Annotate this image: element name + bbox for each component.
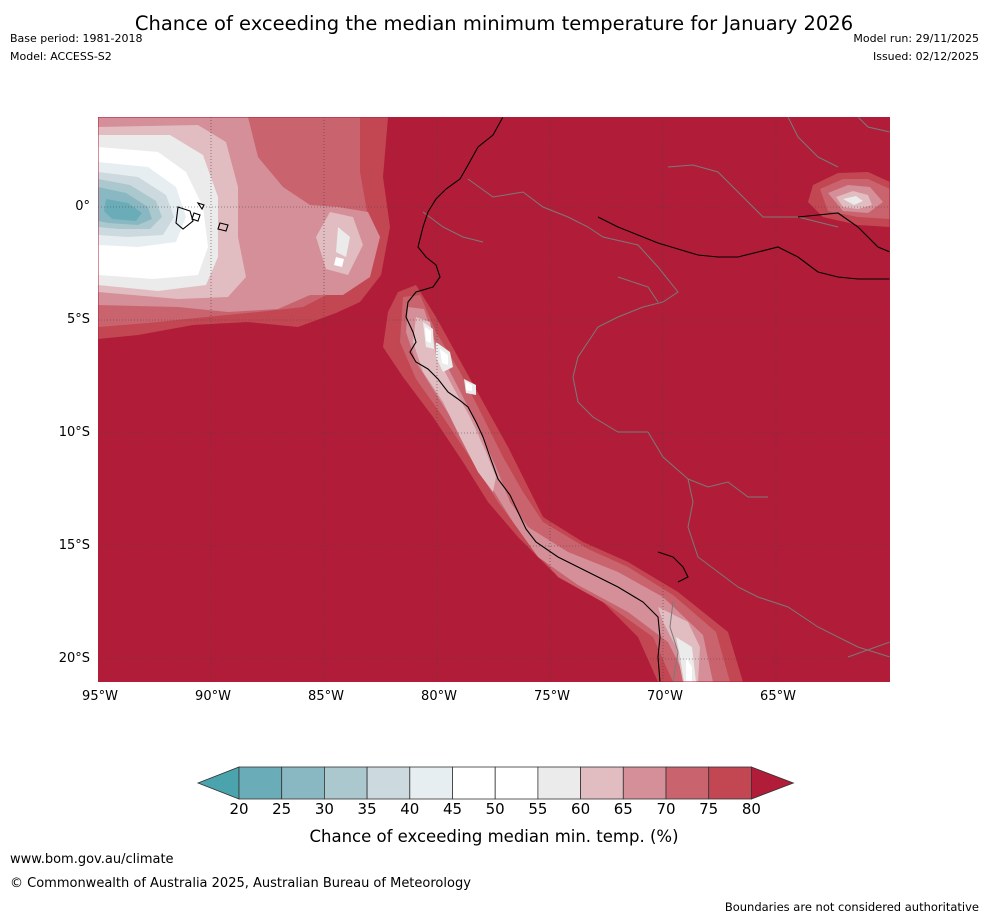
- lat-label: 20°S: [58, 651, 90, 666]
- colorbar-tick-label: 35: [357, 800, 377, 818]
- colorbar-extend-low: [196, 766, 240, 800]
- lat-label: 15°S: [58, 538, 90, 553]
- colorbar-cell: [622, 766, 667, 800]
- colorbar-tick-label: 60: [571, 800, 591, 818]
- colorbar-cell: [537, 766, 581, 800]
- colorbar-cell: [494, 766, 539, 800]
- lat-label: 5°S: [66, 312, 90, 327]
- colorbar-cell: [238, 766, 283, 800]
- lon-label: 80°W: [421, 689, 457, 704]
- colorbar-tick-label: 25: [272, 800, 292, 818]
- issued-date: Issued: 02/12/2025: [872, 50, 979, 63]
- colorbar-cell: [580, 766, 624, 800]
- lon-label: 95°W: [82, 689, 118, 704]
- coastal-band-65: [406, 307, 713, 682]
- colorbar-cell: [323, 766, 368, 800]
- colorbar-tick-label: 55: [528, 800, 548, 818]
- colorbar-tick-label: 40: [400, 800, 420, 818]
- contour-20-west: [104, 199, 142, 221]
- coastal-band-70: [400, 295, 730, 682]
- colorbar-cell: [665, 766, 710, 800]
- meta-left: Base period: 1981-2018 Model: ACCESS-S2: [10, 32, 142, 68]
- colorbar-tick-label: 75: [699, 800, 719, 818]
- colorbar-extend-high: [751, 766, 795, 800]
- colorbar-cell: [409, 766, 453, 800]
- graticule: [98, 117, 890, 682]
- colorbar-tick-label: 45: [442, 800, 463, 818]
- model-name: Model: ACCESS-S2: [10, 50, 112, 63]
- lon-label: 85°W: [308, 689, 344, 704]
- colorbar-cell: [452, 766, 496, 800]
- contour-55-ne: [843, 196, 863, 205]
- colorbar: [196, 766, 795, 800]
- colorbar-tick-label: 65: [613, 800, 633, 818]
- chart-title: Chance of exceeding the median minimum t…: [134, 12, 854, 35]
- contour-50-blob: [334, 257, 344, 267]
- colorbar-tick-label: 20: [229, 800, 249, 818]
- colorbar-tick-label: 80: [741, 800, 761, 818]
- coastal-band-55: [423, 322, 696, 682]
- lon-label: 90°W: [195, 689, 231, 704]
- coastline: [175, 117, 890, 682]
- lat-label: 0°: [75, 199, 90, 214]
- lon-label: 70°W: [647, 689, 683, 704]
- meta-right: Model run: 29/11/2025 Issued: 02/12/2025: [853, 32, 979, 68]
- colorbar-cell: [281, 766, 325, 800]
- colorbar-cell: [366, 766, 411, 800]
- base-period: Base period: 1981-2018: [10, 32, 143, 45]
- colorbar-label: Chance of exceeding median min. temp. (%…: [309, 827, 679, 846]
- colorbar-tick-label: 50: [485, 800, 505, 818]
- lon-label: 75°W: [534, 689, 570, 704]
- colorbar-tick-label: 30: [314, 800, 334, 818]
- lon-label: 65°W: [760, 689, 796, 704]
- lat-label: 10°S: [58, 425, 90, 440]
- footer-copyright: © Commonwealth of Australia 2025, Austra…: [10, 876, 471, 891]
- country-borders: [422, 117, 890, 682]
- colorbar-tick-label: 70: [656, 800, 676, 818]
- map-panel: [98, 117, 890, 682]
- model-run: Model run: 29/11/2025: [853, 32, 979, 45]
- footer-note: Boundaries are not considered authoritat…: [724, 900, 979, 914]
- colorbar-cell: [708, 766, 752, 800]
- footer-url: www.bom.gov.au/climate: [10, 852, 174, 867]
